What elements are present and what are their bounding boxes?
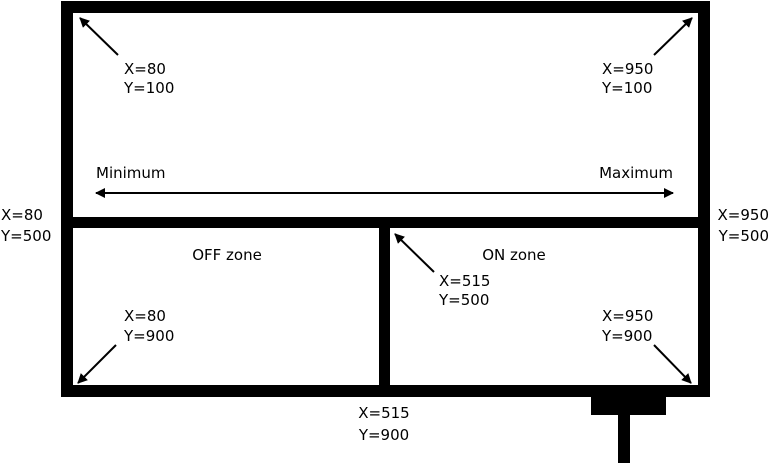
arrow-top-right [653, 17, 693, 56]
minimum-label: Minimum [96, 164, 166, 182]
right-side-y-label: Y=500 [718, 227, 769, 245]
arrow-on-zone-bottom-right [653, 344, 692, 384]
top-right-y-label: Y=100 [601, 79, 652, 97]
connector-cable [618, 413, 630, 463]
bottom-x-label: X=515 [358, 404, 409, 422]
off-zone-title: OFF zone [192, 246, 262, 264]
on-zone-bottom-right-y-label: Y=900 [601, 327, 652, 345]
on-zone-title: ON zone [482, 246, 546, 264]
bottom-y-label: Y=900 [358, 426, 409, 444]
top-right-x-label: X=950 [602, 60, 653, 78]
arrow-on-zone-top-left [394, 233, 435, 273]
top-left-x-label: X=80 [124, 60, 166, 78]
maximum-label: Maximum [599, 164, 673, 182]
right-side-x-label: X=950 [718, 206, 769, 224]
arrow-top-left [79, 17, 119, 56]
left-side-y-label: Y=500 [0, 227, 51, 245]
on-zone-top-left-y-label: Y=500 [438, 291, 489, 309]
arrow-off-zone-bottom-left [77, 344, 117, 384]
off-zone-y-label: Y=900 [123, 327, 174, 345]
off-zone-x-label: X=80 [124, 307, 166, 325]
top-left-y-label: Y=100 [123, 79, 174, 97]
connector-block [591, 396, 666, 415]
on-zone-bottom-right-x-label: X=950 [602, 307, 653, 325]
left-side-x-label: X=80 [1, 206, 43, 224]
on-zone-top-left-x-label: X=515 [439, 272, 490, 290]
vertical-divider [379, 222, 390, 391]
